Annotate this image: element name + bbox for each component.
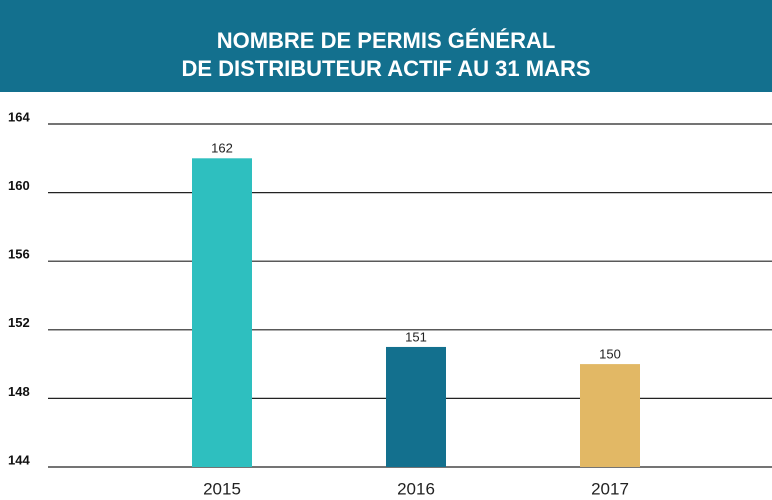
x-tick-label: 2017	[591, 479, 629, 498]
y-tick-label: 144	[8, 452, 30, 467]
chart-title: NOMBRE DE PERMIS GÉNÉRAL	[217, 28, 556, 53]
value-label: 151	[405, 329, 427, 344]
y-tick-label: 148	[8, 384, 30, 399]
chart-title: DE DISTRIBUTEUR ACTIF AU 31 MARS	[181, 56, 590, 81]
y-tick-label: 164	[8, 109, 30, 124]
bar	[192, 158, 252, 468]
x-tick-label: 2015	[203, 479, 241, 498]
bar	[580, 364, 640, 467]
x-tick-label: 2016	[397, 479, 435, 498]
y-tick-label: 160	[8, 178, 30, 193]
value-label: 150	[599, 347, 621, 362]
y-tick-label: 156	[8, 247, 30, 262]
bar	[386, 346, 446, 467]
y-tick-label: 152	[8, 315, 30, 330]
value-label: 162	[211, 141, 233, 156]
title-band	[0, 0, 772, 92]
